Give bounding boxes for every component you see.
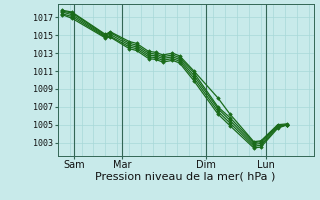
X-axis label: Pression niveau de la mer( hPa ): Pression niveau de la mer( hPa ) [95,172,276,182]
